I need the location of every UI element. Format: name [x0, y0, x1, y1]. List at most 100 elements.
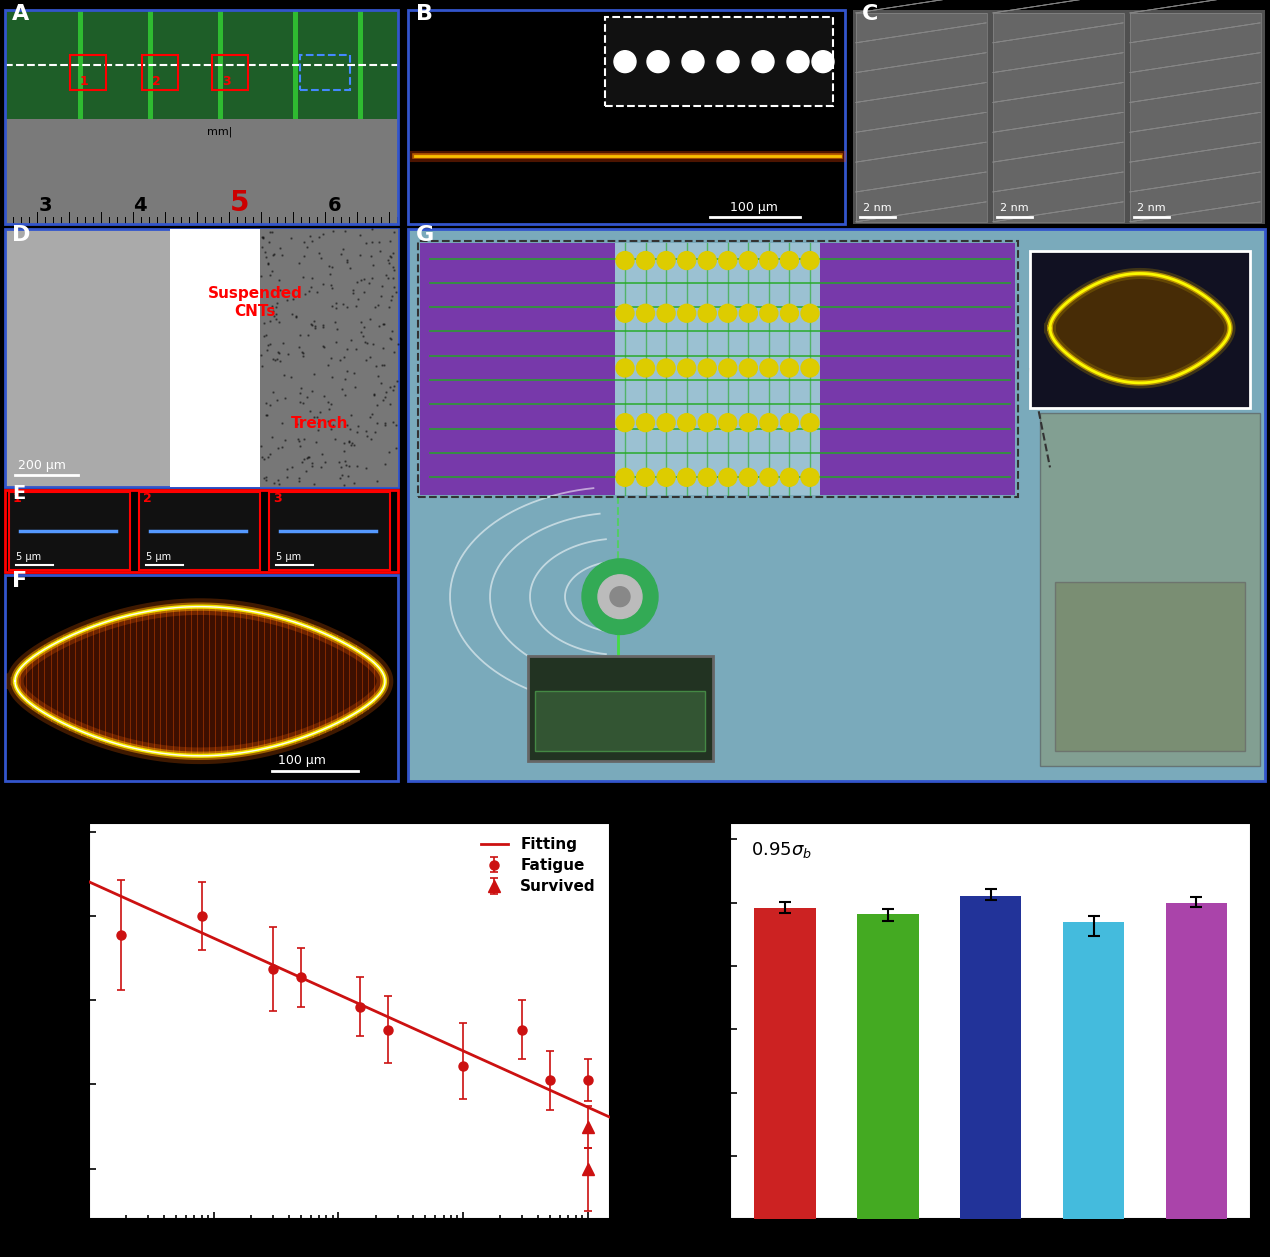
Circle shape — [781, 304, 799, 322]
Text: 3: 3 — [38, 196, 52, 215]
Text: G: G — [417, 225, 434, 245]
Circle shape — [616, 304, 634, 322]
Circle shape — [719, 304, 737, 322]
Bar — [170, 229, 260, 488]
Fitting — [602, 1110, 617, 1125]
Text: 5 μm: 5 μm — [276, 552, 301, 562]
Circle shape — [787, 50, 809, 73]
Text: CNTs: CNTs — [234, 304, 276, 319]
Circle shape — [759, 469, 779, 486]
Circle shape — [657, 360, 676, 377]
Fitting — [577, 1097, 592, 1112]
Circle shape — [759, 304, 779, 322]
Bar — [1063, 923, 1124, 1219]
Bar — [1055, 582, 1245, 750]
Bar — [1166, 904, 1227, 1219]
Bar — [5, 10, 398, 224]
Circle shape — [801, 251, 819, 269]
Bar — [1030, 250, 1250, 407]
FancyBboxPatch shape — [605, 16, 833, 107]
Bar — [993, 13, 1124, 221]
Text: C: C — [862, 4, 879, 24]
Bar — [269, 493, 390, 569]
Circle shape — [739, 360, 757, 377]
Bar — [5, 119, 398, 224]
Bar — [77, 10, 83, 119]
Circle shape — [739, 304, 757, 322]
Circle shape — [718, 50, 739, 73]
Bar — [754, 909, 815, 1219]
Circle shape — [801, 469, 819, 486]
Circle shape — [781, 469, 799, 486]
Circle shape — [759, 414, 779, 431]
Text: 5: 5 — [230, 189, 250, 216]
Text: 2 nm: 2 nm — [999, 202, 1029, 212]
Circle shape — [616, 469, 634, 486]
Circle shape — [616, 360, 634, 377]
Circle shape — [759, 360, 779, 377]
X-axis label: Number of cycles: Number of cycles — [895, 1248, 1086, 1257]
Circle shape — [752, 50, 773, 73]
Text: F: F — [11, 571, 27, 591]
Fitting — [81, 874, 97, 889]
Circle shape — [616, 251, 634, 269]
Text: Suspended: Suspended — [207, 287, 302, 302]
Bar — [5, 574, 398, 781]
Text: 4: 4 — [133, 196, 147, 215]
Bar — [5, 10, 398, 224]
Bar — [138, 493, 260, 569]
Polygon shape — [15, 607, 385, 755]
Text: 6: 6 — [328, 196, 342, 215]
Bar — [358, 10, 363, 119]
Bar — [5, 10, 398, 119]
Circle shape — [610, 587, 630, 607]
Fitting — [113, 889, 128, 904]
Circle shape — [678, 414, 696, 431]
Circle shape — [657, 414, 676, 431]
Circle shape — [636, 251, 654, 269]
Bar — [5, 490, 398, 572]
Circle shape — [678, 251, 696, 269]
Circle shape — [698, 251, 716, 269]
Bar — [820, 243, 1015, 495]
Circle shape — [719, 414, 737, 431]
Circle shape — [636, 304, 654, 322]
X-axis label: Number of cycles: Number of cycles — [254, 1248, 444, 1257]
Text: 2: 2 — [144, 493, 151, 505]
Text: mm|: mm| — [207, 126, 232, 137]
Bar — [149, 10, 152, 119]
Circle shape — [781, 251, 799, 269]
Text: 5 μm: 5 μm — [17, 552, 41, 562]
Circle shape — [636, 360, 654, 377]
Circle shape — [739, 469, 757, 486]
Bar — [408, 229, 1265, 781]
Circle shape — [801, 360, 819, 377]
Fitting — [558, 1090, 573, 1105]
Circle shape — [719, 469, 737, 486]
Text: 2 nm: 2 nm — [864, 202, 892, 212]
Bar — [408, 10, 845, 224]
Fitting — [178, 918, 193, 933]
Circle shape — [812, 50, 834, 73]
Bar — [5, 229, 398, 488]
Circle shape — [719, 360, 737, 377]
Text: 3: 3 — [222, 74, 231, 88]
Circle shape — [598, 574, 643, 618]
Circle shape — [657, 251, 676, 269]
Circle shape — [636, 469, 654, 486]
Bar — [260, 229, 398, 488]
Bar — [856, 13, 987, 221]
Circle shape — [657, 304, 676, 322]
Circle shape — [801, 414, 819, 431]
Text: E: E — [11, 484, 25, 503]
Text: 1: 1 — [80, 74, 89, 88]
Bar — [9, 493, 130, 569]
Bar — [218, 10, 224, 119]
Text: 3: 3 — [273, 493, 282, 505]
Bar — [857, 914, 918, 1219]
Y-axis label: Normalized residual strength: Normalized residual strength — [678, 874, 696, 1169]
Circle shape — [698, 304, 716, 322]
Text: A: A — [11, 4, 29, 24]
Text: Trench: Trench — [291, 416, 349, 431]
Bar — [1130, 13, 1261, 221]
